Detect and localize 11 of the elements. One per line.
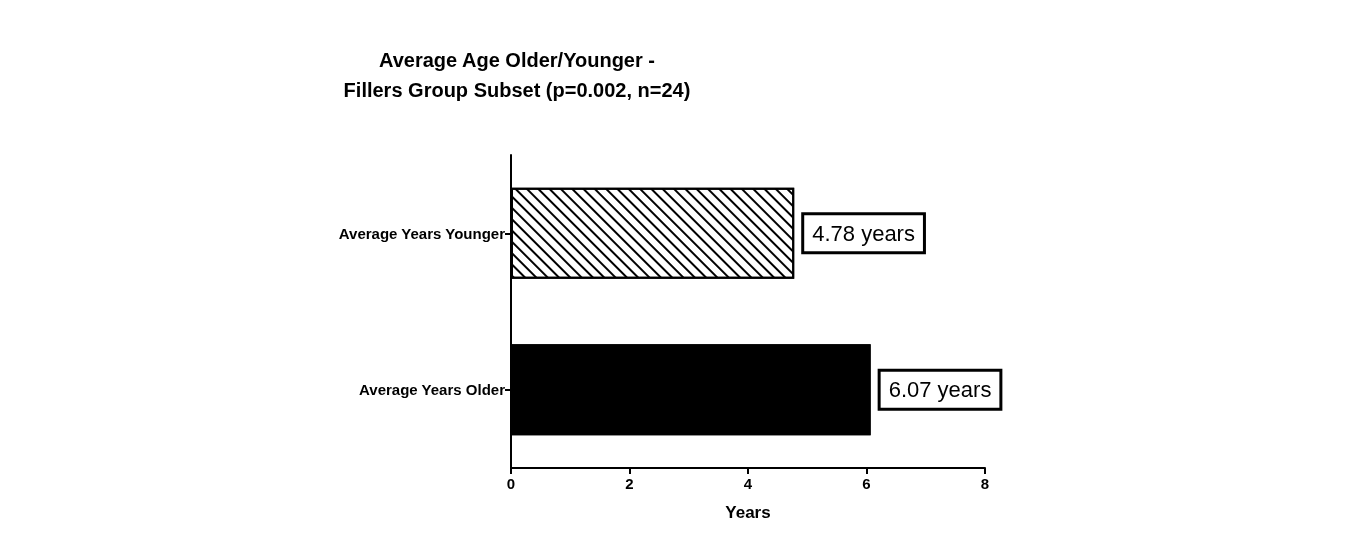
data-label: 6.07 years [888,377,992,403]
x-tick-label: 2 [625,475,634,492]
y-tick-label: Average Years Older [359,381,506,399]
x-tick-label: 4 [743,475,753,492]
data-label: 4.78 years [812,220,915,246]
x-tick-label: 0 [506,475,516,492]
x-axis-title: Years [725,503,771,522]
y-tick-label: Average Years Younger [338,224,506,242]
x-tick-label: 8 [980,475,990,492]
chart-title: Average Age Older/Younger - Fillers Group Subset (p=0.002, n=24) [343,49,691,101]
x-tick-label: 6 [862,475,871,492]
